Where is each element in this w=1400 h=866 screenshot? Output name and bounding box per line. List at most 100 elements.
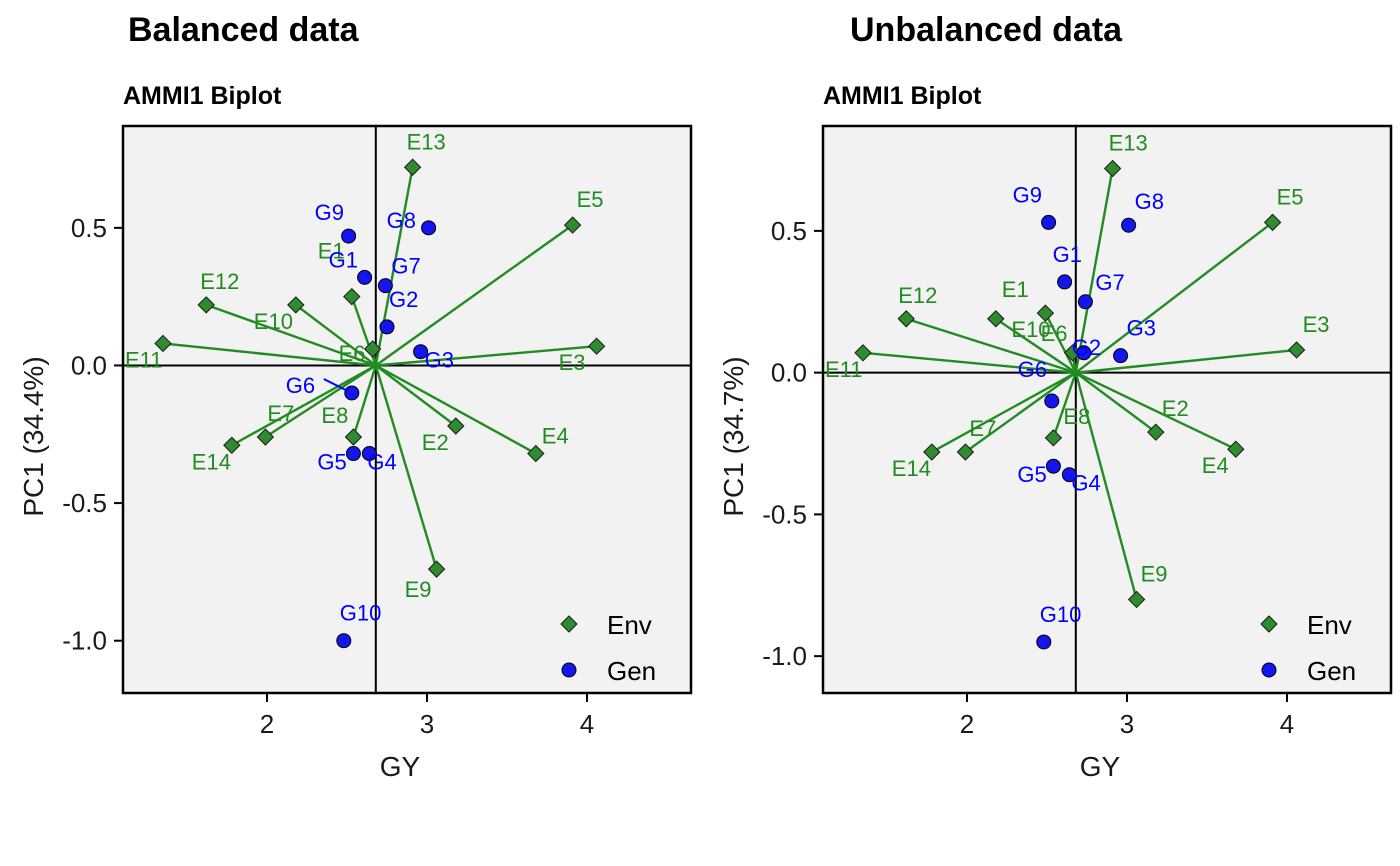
legend-env-marker [1260,615,1278,633]
env-vector-e2 [1075,371,1157,434]
env-point-e2 [447,417,465,435]
env-point-e4 [1227,440,1245,458]
env-label-e14: E14 [192,449,231,474]
gen-point-g7 [377,278,393,294]
gen-point-g5 [1045,458,1061,474]
gen-point-g9 [1041,214,1057,230]
x-tick-label: 2 [960,709,974,739]
y-tick-label: -0.5 [62,488,107,518]
env-label-e11: E11 [825,357,863,382]
env-vector-e3 [375,344,597,367]
env-vector-e14 [231,364,377,447]
env-point-e8 [1044,429,1063,447]
env-vector-e12 [905,317,1077,374]
plot-frame [821,124,1393,695]
env-label-e6: E6 [1041,321,1068,346]
gen-point-g10 [1036,634,1052,650]
legend-env-marker [560,615,578,633]
gen-point-g1 [1057,274,1073,290]
env-label-e6: E6 [339,341,366,366]
x-tick-label: 4 [1280,709,1294,739]
gen-label-g10: G10 [1040,602,1082,627]
env-vector-e4 [1075,371,1237,451]
x-tick-label: 2 [260,709,274,739]
gen-point-g4 [361,446,377,462]
env-label-e10: E10 [254,309,293,334]
chart-subtitle: AMMI1 Biplot [823,82,982,110]
y-tick-label: -1.0 [62,626,107,656]
gen-point-g1 [357,269,373,285]
chart-title: Balanced data [128,11,360,49]
env-label-e13: E13 [1109,131,1148,156]
gen-point-g8 [421,220,437,236]
env-point-e14 [223,436,241,454]
gen-label-g7: G7 [1095,270,1124,295]
env-vector-e2 [375,364,457,427]
env-vector-e11 [862,351,1076,374]
x-axis-label: GY [380,751,421,782]
env-label-e4: E4 [542,424,569,449]
y-tick-label: -0.5 [762,499,807,529]
env-vector-e4 [375,364,537,455]
env-vector-e9 [374,365,438,570]
env-vector-e13 [1074,168,1114,373]
env-label-e12: E12 [200,269,239,294]
env-label-e5: E5 [577,187,604,212]
env-label-e7: E7 [969,416,996,441]
gen-label-g9: G9 [315,200,344,225]
gen-point-g8 [1121,217,1137,233]
env-point-e1 [343,287,361,306]
env-point-e7 [956,443,975,461]
chart-subtitle: AMMI1 Biplot [123,82,282,110]
env-label-e8: E8 [1063,404,1090,429]
gen-point-g4 [1061,467,1077,483]
gen-label-g4: G4 [1071,471,1100,496]
env-point-e10 [287,296,305,314]
env-point-e2 [1147,423,1165,441]
env-point-e5 [1263,213,1282,232]
gen-label-g1: G1 [329,247,358,272]
y-tick-label: 0.0 [71,350,107,380]
legend-gen-label: Gen [607,656,656,686]
y-tick-label: 0.5 [771,216,807,246]
gen-point-g2 [379,319,395,335]
env-point-e12 [897,310,915,328]
y-axis-label: PC1 (34.4%) [18,356,49,516]
env-point-e13 [403,158,422,176]
y-tick-label: -1.0 [762,641,807,671]
g6-leader-line [323,378,349,392]
env-label-e1: E1 [1002,277,1029,302]
env-point-e8 [344,428,363,446]
chart-title: Unbalanced data [850,11,1123,49]
gen-label-g9: G9 [1013,182,1042,207]
env-label-e9: E9 [1141,561,1168,586]
legend-env-label: Env [607,610,652,640]
env-point-e7 [256,428,275,446]
env-point-e11 [854,344,872,362]
env-point-e5 [563,216,582,234]
gen-label-g7: G7 [391,254,420,279]
env-label-e1: E1 [318,239,345,264]
legend-gen-marker [561,662,577,678]
env-point-e11 [154,334,172,353]
gen-label-g5: G5 [1017,462,1046,487]
legend-env-label: Env [1307,610,1352,640]
env-vector-e7 [264,364,377,439]
env-point-e3 [1287,341,1306,359]
gen-label-g6: G6 [1018,357,1047,382]
x-axis-label: GY [1080,751,1121,782]
gen-label-g2: G2 [389,287,418,312]
env-point-e3 [587,337,606,355]
env-label-e12: E12 [898,283,937,308]
env-vector-e14 [931,371,1077,454]
gen-label-g8: G8 [1135,189,1164,214]
env-label-e13: E13 [407,129,446,154]
env-label-e9: E9 [405,577,432,602]
gen-label-g10: G10 [340,601,382,626]
env-point-e10 [1036,304,1055,322]
env-label-e2: E2 [422,430,449,455]
env-label-e11: E11 [125,347,163,372]
env-vector-e5 [375,224,574,367]
